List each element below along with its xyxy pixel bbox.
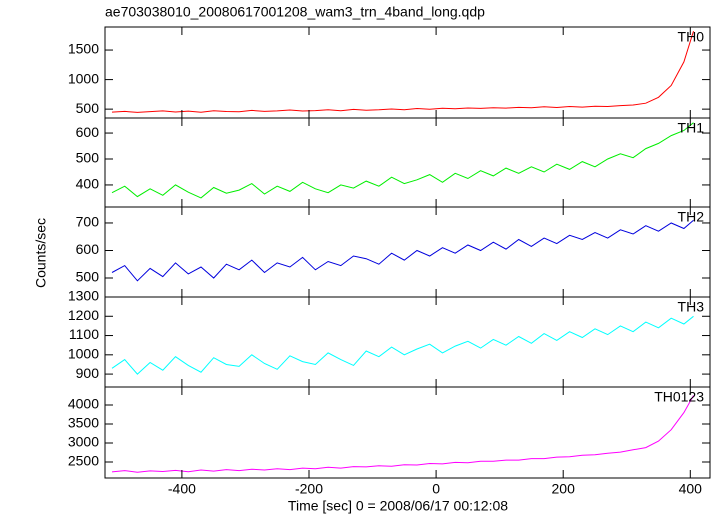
x-tick-label: 200	[552, 481, 576, 497]
y-axis-label: Counts/sec	[33, 218, 49, 288]
panel-frame	[104, 386, 711, 479]
y-tick-label: 3000	[68, 434, 99, 450]
data-line	[111, 315, 694, 375]
y-tick-label: 2500	[68, 453, 99, 469]
series-label: TH0	[678, 29, 705, 45]
y-tick-label: 1100	[69, 326, 99, 342]
series-label: TH3	[678, 299, 705, 315]
y-tick-label: 1500	[68, 41, 99, 57]
y-tick-label: 400	[76, 176, 100, 192]
chart-title: ae703038010_20080617001208_wam3_trn_4ban…	[105, 4, 485, 20]
y-tick-label: 500	[76, 150, 100, 166]
y-tick-label: 500	[76, 100, 100, 116]
x-tick-label: -200	[295, 481, 323, 497]
y-tick-label: 4000	[68, 396, 99, 412]
y-tick-label: 1000	[68, 70, 99, 86]
y-tick-label: 3500	[68, 415, 99, 431]
data-line	[111, 30, 694, 113]
y-tick-label: 600	[76, 241, 100, 257]
y-tick-label: 1200	[68, 307, 99, 323]
y-tick-label: 500	[76, 269, 100, 285]
series-label: TH2	[678, 209, 705, 225]
data-line	[111, 395, 694, 473]
x-axis-label: Time [sec] 0 = 2008/06/17 00:12:08	[288, 498, 508, 514]
y-tick-label: 1000	[68, 346, 99, 362]
series-label: TH1	[678, 120, 705, 136]
y-tick-label: 1300	[68, 288, 99, 304]
x-tick-label: 400	[679, 481, 703, 497]
x-tick-label: -400	[168, 481, 196, 497]
y-tick-label: 700	[76, 214, 100, 230]
series-label: TH0123	[654, 389, 704, 405]
x-tick-label: 0	[432, 481, 440, 497]
data-line	[111, 219, 694, 282]
y-tick-label: 600	[76, 124, 100, 140]
y-tick-label: 900	[76, 365, 100, 381]
data-line	[111, 122, 694, 199]
